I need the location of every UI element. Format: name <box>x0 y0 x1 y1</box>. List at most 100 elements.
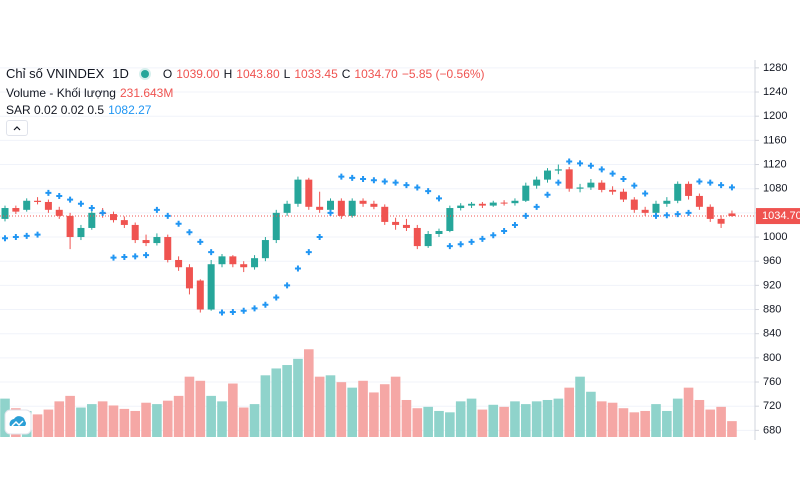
sar-point <box>609 170 616 177</box>
interval[interactable]: 1D <box>112 66 129 81</box>
candle-body <box>685 183 693 196</box>
sar-legend: SAR 0.02 0.02 0.5 1082.27 <box>6 103 151 117</box>
market-status <box>140 69 149 78</box>
candle-body <box>500 202 508 204</box>
y-tick-label: 1200 <box>763 110 787 122</box>
sar-point <box>728 184 735 191</box>
volume-bar <box>54 401 65 437</box>
volume-bar <box>184 376 195 437</box>
y-tick-label: 1280 <box>763 62 787 74</box>
candle-body <box>478 203 486 206</box>
sar-point <box>88 205 95 212</box>
candle-body <box>706 206 714 219</box>
volume-bar <box>293 358 303 437</box>
candle-body <box>88 212 96 228</box>
candle-body <box>609 189 617 192</box>
volume-bar <box>662 410 672 437</box>
volume-bar <box>434 410 444 437</box>
sar-point <box>197 238 204 245</box>
sar-point <box>132 253 139 260</box>
sar-point <box>305 249 312 256</box>
candle-body <box>554 169 562 171</box>
volume-value: 231.643M <box>119 86 174 100</box>
volume-bar <box>618 408 629 437</box>
candle-body <box>77 227 85 238</box>
sar-point <box>338 173 345 180</box>
volume-bar <box>347 387 357 437</box>
y-tick-label: 800 <box>763 352 781 364</box>
y-tick-label: 680 <box>763 424 781 436</box>
sar-point <box>164 212 171 219</box>
symbol-legend: Chỉ số VNINDEX 1D O 1039.00 H 1043.80 L 103… <box>6 66 485 81</box>
y-tick-label: 760 <box>763 376 781 388</box>
volume-bar <box>32 414 43 437</box>
y-tick-label: 1160 <box>763 134 787 146</box>
candle-body <box>489 202 497 206</box>
volume-bar <box>260 375 271 437</box>
y-tick-label: 920 <box>763 279 781 291</box>
y-tick-label: 840 <box>763 328 781 340</box>
candle-body <box>468 203 476 206</box>
sar-point <box>316 234 323 241</box>
volume-bar <box>271 368 282 437</box>
sar-point <box>23 232 30 239</box>
sar-point <box>544 191 551 198</box>
candle-body <box>164 237 172 260</box>
sar-point <box>566 158 573 165</box>
volume-bar <box>553 398 564 437</box>
sar-point <box>685 209 692 216</box>
volume-bar <box>76 407 86 437</box>
y-tick-label: 720 <box>763 400 781 412</box>
volume-bar <box>379 384 390 437</box>
volume-bar <box>445 412 455 437</box>
candle-body <box>641 209 649 213</box>
ohlc-label: L <box>283 66 291 81</box>
sar-point <box>349 174 356 181</box>
candle-body <box>66 215 74 238</box>
sar-point <box>327 209 334 216</box>
volume-bar <box>531 401 542 437</box>
volume-bar <box>683 387 694 437</box>
collapse-legend-button[interactable] <box>6 120 28 136</box>
sar-point <box>45 189 52 196</box>
volume-bar <box>390 376 401 437</box>
candle-body <box>337 200 345 216</box>
volume-bar <box>43 409 54 437</box>
volume-bar <box>282 365 292 437</box>
ohlc-label: H <box>223 66 233 81</box>
sar-point <box>240 307 247 314</box>
volume-bar <box>510 401 520 437</box>
candle-body <box>120 220 128 225</box>
sar-point <box>663 212 670 219</box>
sar-point <box>186 229 193 236</box>
candle-body <box>142 240 150 244</box>
sar-point <box>110 254 117 261</box>
sar-point <box>219 309 225 316</box>
sar-point <box>56 192 63 199</box>
candle-body <box>446 208 454 231</box>
sar-point <box>99 209 106 216</box>
volume-bar <box>369 392 379 437</box>
volume-bar <box>455 401 466 437</box>
candle-body <box>587 182 595 188</box>
volume-legend: Volume - Khối lượng 231.643M <box>6 86 173 100</box>
sar-point <box>598 166 605 173</box>
volume-bar <box>336 382 347 437</box>
sar-point <box>360 176 367 183</box>
candle-body <box>305 179 313 207</box>
candle-body <box>652 203 660 213</box>
sar-point <box>555 179 562 186</box>
sar-point <box>273 294 280 301</box>
ohlc-value: 1033.45 <box>294 66 338 81</box>
sar-value: 1082.27 <box>108 103 152 117</box>
sar-point <box>653 212 659 219</box>
volume-bar <box>694 399 705 437</box>
volume-bar <box>358 380 368 437</box>
candle-body <box>674 183 682 201</box>
volume-bar <box>564 387 574 437</box>
volume-bar <box>640 410 650 437</box>
volume-name: Volume - Khối lượng <box>6 86 116 100</box>
candle-body <box>131 224 139 241</box>
candle-body <box>153 237 161 244</box>
candles <box>0 164 755 313</box>
